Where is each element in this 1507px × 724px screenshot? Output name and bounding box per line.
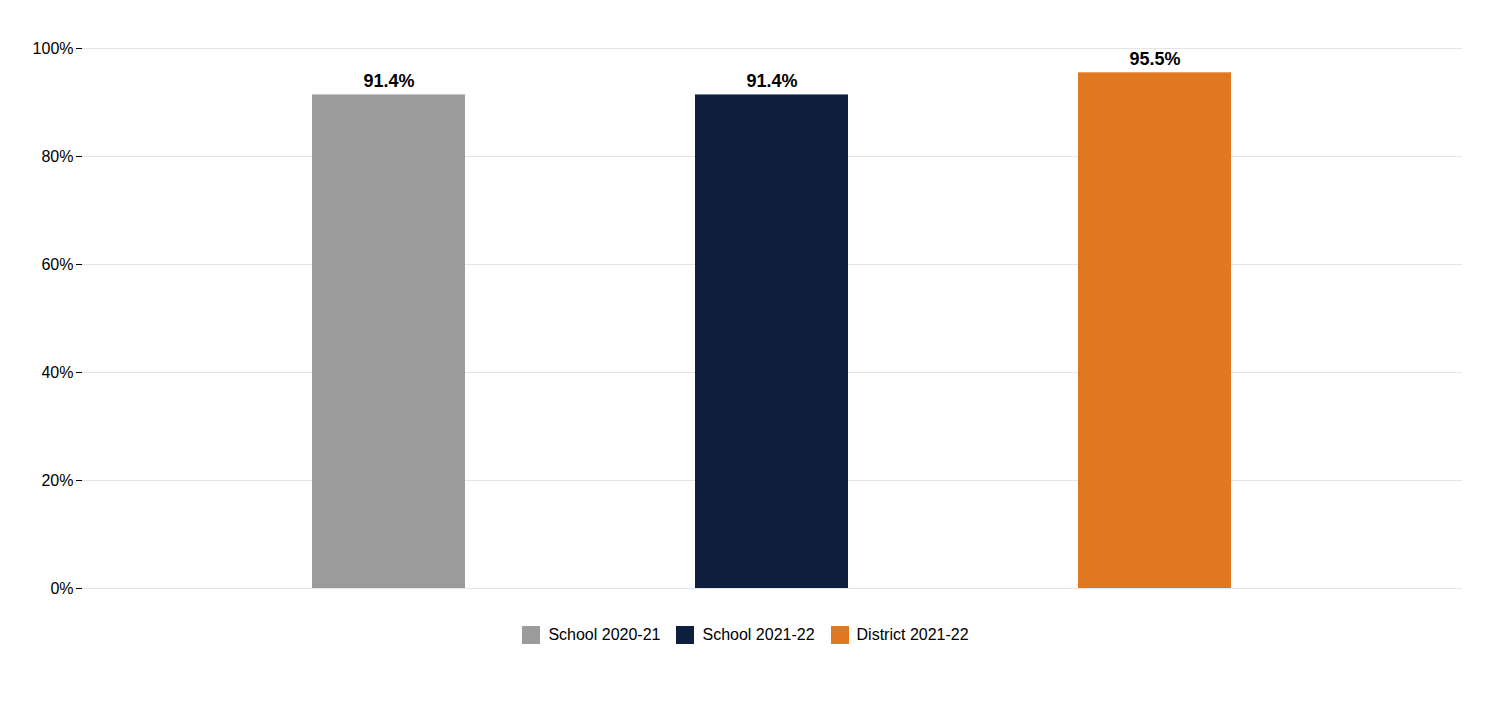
html-text:School 2020-21: School 2020-21 bbox=[548, 625, 661, 643]
svg-text:20%: 20% bbox=[41, 472, 73, 489]
html-text:School 2021-22: School 2021-22 bbox=[702, 625, 815, 643]
svg-text:91.4%: 91.4% bbox=[363, 71, 414, 91]
svg-text:40%: 40% bbox=[41, 364, 73, 381]
svg-text:100%: 100% bbox=[33, 40, 74, 57]
html-text:District 2021-22: District 2021-22 bbox=[856, 625, 969, 643]
svg-text:0%: 0% bbox=[50, 580, 73, 597]
svg-text:95.5%: 95.5% bbox=[1129, 49, 1180, 69]
svg-text:80%: 80% bbox=[41, 148, 73, 165]
svg-text:91.4%: 91.4% bbox=[746, 71, 797, 91]
svg-text:60%: 60% bbox=[41, 256, 73, 273]
